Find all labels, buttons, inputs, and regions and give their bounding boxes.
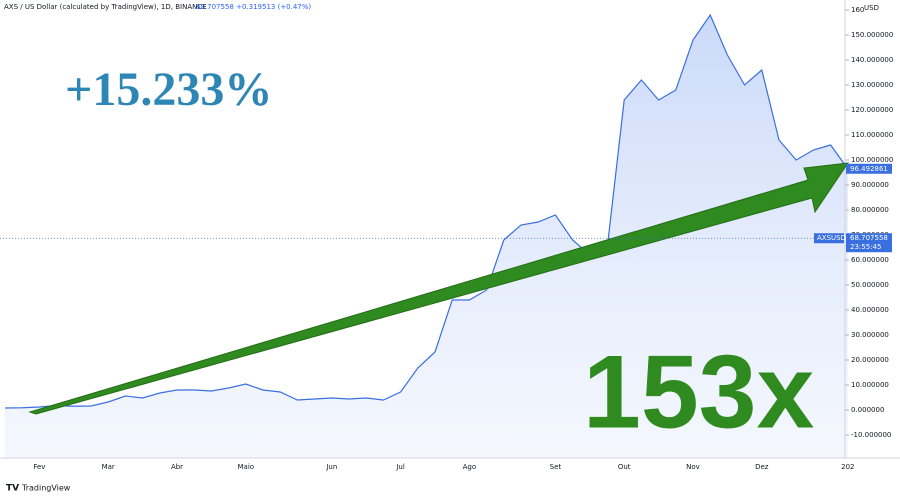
x-tick-label: Ago xyxy=(463,463,477,471)
y-tick-label: 110.000000 xyxy=(851,131,893,139)
y-tick-label: 140.000000 xyxy=(851,56,893,64)
y-tick-label: 80.000000 xyxy=(851,206,889,214)
trend-arrow xyxy=(28,162,850,415)
y-tick-label: 130.000000 xyxy=(851,81,893,89)
y-tick-label: 20.000000 xyxy=(851,356,889,364)
x-tick-label: Fev xyxy=(33,463,45,471)
current-price-box xyxy=(846,233,892,253)
area-fill xyxy=(5,15,848,458)
y-tick-label: 90.000000 xyxy=(851,181,889,189)
x-tick-label: Set xyxy=(550,463,562,471)
x-tick-label: Abr xyxy=(171,463,183,471)
y-tick-label: 40.000000 xyxy=(851,306,889,314)
x-tick-label: Maio xyxy=(238,463,255,471)
x-tick-label: 202 xyxy=(841,463,854,471)
current-price-label: 68.707558 xyxy=(850,234,888,242)
y-tick-label: 60.000000 xyxy=(851,256,889,264)
price-line xyxy=(4,13,849,409)
y-tick-label: 30.000000 xyxy=(851,331,889,339)
x-tick-label: Nov xyxy=(686,463,700,471)
last-price-label: 96.492861 xyxy=(850,165,888,173)
last-price-box xyxy=(846,163,892,174)
symbol-label: AXSUSD xyxy=(817,234,846,242)
footer-brand: TradingView xyxy=(21,484,71,493)
y-tick-label: -10.000000 xyxy=(851,431,891,439)
y-tick-label: 160 xyxy=(851,6,864,14)
x-tick-label: Dez xyxy=(755,463,769,471)
x-tick-label: Jul xyxy=(395,463,405,471)
y-unit: USD xyxy=(864,4,879,12)
y-tick-label: 100.000000 xyxy=(851,156,893,164)
current-time-label: 23:55:45 xyxy=(850,243,881,251)
multiple-annotation: 153x xyxy=(583,334,815,450)
symbol-box xyxy=(814,233,844,244)
chart-title: AXS / US Dollar (calculated by TradingVi… xyxy=(4,3,207,11)
y-tick-label: 0.000000 xyxy=(851,406,884,414)
footer-logo: TV xyxy=(6,484,19,494)
plot-area xyxy=(4,13,849,458)
x-tick-label: Out xyxy=(618,463,631,471)
y-tick-label: 150.000000 xyxy=(851,31,893,39)
y-tick-label: 10.000000 xyxy=(851,381,889,389)
quote: 68.707558 +0.319513 (+0.47%) xyxy=(196,3,311,11)
y-tick-label: 50.000000 xyxy=(851,281,889,289)
gain-annotation: +15.233% xyxy=(65,63,272,116)
footer-bar xyxy=(0,478,900,497)
x-tick-label: Mar xyxy=(102,463,115,471)
y-tick-label: 120.000000 xyxy=(851,106,893,114)
x-tick-label: Jun xyxy=(325,463,337,471)
